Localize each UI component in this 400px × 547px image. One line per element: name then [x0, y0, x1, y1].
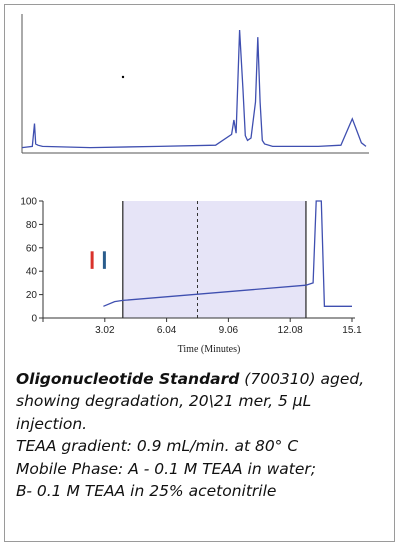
caption-line-1: Oligonucleotide Standard (700310) aged,	[16, 368, 388, 390]
y-tick-label: 20	[26, 290, 38, 301]
x-tick-label: 9.06	[219, 325, 239, 336]
chromatogram-figure: 0 20 40 60 80 100 3.02 6.04 9.06 12.08 15.1 Time …	[20, 14, 369, 356]
chromatogram-plot	[21, 14, 369, 154]
figure-caption: Oligonucleotide Standard (700310) aged, …	[16, 368, 388, 502]
gradient-x-ticks: 3.02 6.04 9.06 12.08 15.1	[42, 318, 362, 336]
caption-line-5: Mobile Phase: A - 0.1 M TEAA in water;	[16, 459, 316, 478]
x-tick-label: 12.08	[278, 325, 303, 336]
gradient-y-ticks: 0 20 40 60 80 100	[20, 197, 43, 325]
y-tick-label: 80	[26, 220, 38, 231]
caption-line-2: showing degradation, 20\21 mer, 5 μL	[16, 392, 312, 411]
x-tick-label: 6.04	[157, 325, 177, 336]
caption-title-bold: Oligonucleotide Standard	[16, 370, 240, 388]
x-tick-label: 3.02	[95, 325, 115, 336]
gradient-shaded-region	[122, 201, 306, 318]
chromatogram-trace	[21, 29, 367, 149]
y-tick-label: 0	[31, 314, 37, 325]
gradient-plot: 0 20 40 60 80 100 3.02 6.04 9.06 12.08 15.1 Time …	[20, 197, 362, 356]
caption-line-6: B- 0.1 M TEAA in 25% acetonitrile	[16, 482, 277, 501]
y-tick-label: 100	[20, 197, 37, 208]
gradient-x-axis-label: Time (Minutes)	[178, 344, 241, 355]
caption-title-rest: (700310) aged,	[239, 370, 365, 388]
artifact-dot	[121, 75, 125, 79]
y-tick-label: 40	[26, 267, 38, 278]
gradient-trace	[103, 200, 352, 307]
y-tick-label: 60	[26, 243, 38, 254]
caption-line-3: injection.	[16, 414, 88, 433]
caption-line-4: TEAA gradient: 0.9 mL/min. at 80° C	[16, 437, 299, 456]
x-tick-label: 15.1	[342, 325, 362, 336]
